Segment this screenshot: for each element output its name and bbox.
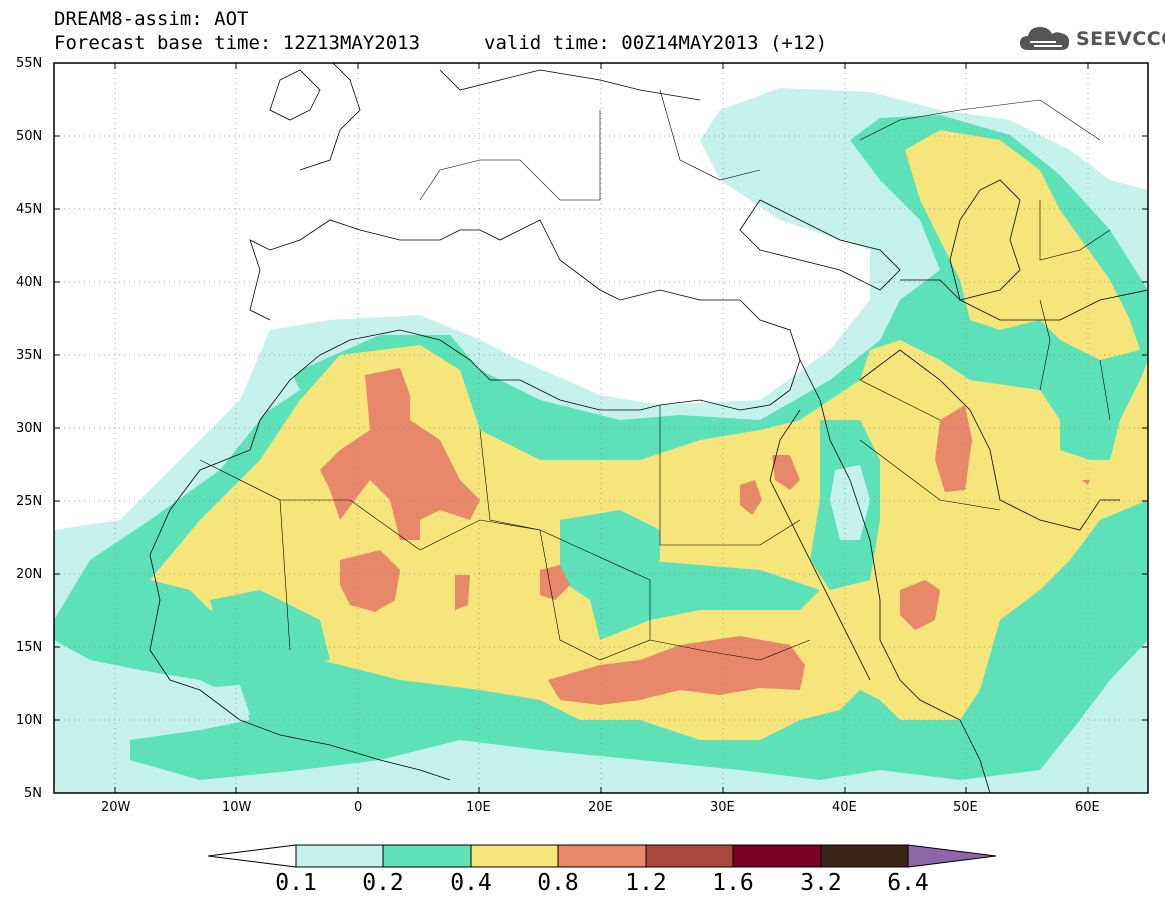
colorbar-label: 0.2 — [362, 870, 404, 896]
colorbar-segment-6 — [732, 844, 822, 868]
lat-label: 25N — [16, 494, 43, 509]
lat-label: 5N — [24, 786, 42, 801]
valid-time: valid time: 00Z14MAY2013 (+12) — [484, 32, 828, 54]
colorbar-segment-4 — [557, 844, 647, 868]
lon-label: 20E — [588, 800, 613, 815]
colorbar-label: 0.8 — [537, 870, 579, 896]
lat-label: 20N — [16, 567, 43, 582]
colorbar-label: 0.1 — [275, 870, 317, 896]
lat-label: 45N — [16, 202, 43, 217]
lon-label: 20W — [101, 800, 131, 815]
lon-label: 40E — [832, 800, 857, 815]
country-borders — [199, 89, 1111, 661]
lon-label: 60E — [1075, 800, 1100, 815]
lat-label: 15N — [16, 640, 43, 655]
logo-text: SEEVCCC — [1076, 28, 1165, 50]
lat-label: 55N — [16, 56, 43, 71]
lat-label: 30N — [16, 421, 43, 436]
lat-label: 50N — [16, 129, 43, 144]
lon-label: 30E — [710, 800, 735, 815]
colorbar-label: 0.4 — [450, 870, 492, 896]
colorbar-under — [207, 844, 297, 868]
colorbar-over — [907, 844, 997, 868]
grid — [54, 63, 1148, 793]
aot-field — [54, 63, 1148, 793]
lat-label: 35N — [16, 348, 43, 363]
colorbar-segment-2 — [382, 844, 472, 868]
colorbar-segment-1 — [295, 844, 384, 868]
lon-label: 50E — [953, 800, 978, 815]
map-title: DREAM8-assim: AOT — [54, 8, 249, 30]
colorbar-label: 3.2 — [800, 870, 842, 896]
axis-ticks — [54, 63, 1148, 793]
colorbar-label: 1.6 — [712, 870, 754, 896]
cloud-icon — [1020, 27, 1070, 50]
lon-label: 10E — [466, 800, 491, 815]
aot-level-0.8 — [320, 368, 480, 540]
colorbar — [207, 844, 997, 868]
colorbar-segment-7 — [820, 844, 909, 868]
colorbar-label: 6.4 — [887, 870, 929, 896]
colorbar-label: 1.2 — [625, 870, 667, 896]
colorbar-segment-5 — [645, 844, 734, 868]
lon-label: 10W — [222, 800, 252, 815]
lat-label: 40N — [16, 275, 43, 290]
lon-label: 0 — [354, 800, 363, 815]
coastlines — [149, 63, 1148, 793]
lat-label: 10N — [16, 713, 43, 728]
seevccc-logo: SEEVCCC — [1018, 22, 1165, 56]
colorbar-segment-3 — [470, 844, 559, 868]
forecast-base-time: Forecast base time: 12Z13MAY2013 — [54, 32, 421, 54]
